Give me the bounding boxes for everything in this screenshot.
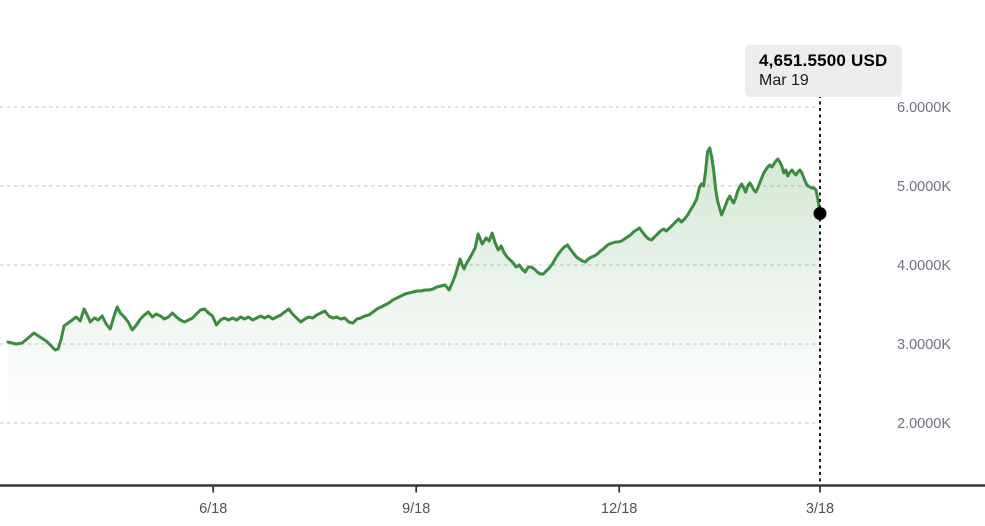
x-axis-label: 6/18 [199,501,227,517]
y-axis-label: 2.0000K [897,416,951,432]
price-line [6,146,822,352]
y-axis-label: 5.0000K [897,179,951,195]
y-axis-label: 6.0000K [897,100,951,116]
x-axis-labels: 6/18 9/18 12/18 3/18 [199,501,834,517]
y-axis-label: 3.0000K [897,337,951,353]
x-axis-label: 12/18 [601,501,637,517]
tooltip: 4,651.5500 USD Mar 19 [745,45,902,98]
y-axis-label: 4.0000K [897,258,951,274]
last-price-marker [813,207,827,220]
price-area-fill [8,148,820,486]
x-axis-label: 3/18 [806,501,834,517]
x-axis-ticks [212,485,821,493]
tooltip-price: 4,651.5500 USD [759,51,888,70]
x-axis-label: 9/18 [402,501,430,517]
y-axis-labels: 6.0000K 5.0000K 4.0000K 3.0000K 2.0000K [897,100,951,432]
tooltip-date: Mar 19 [759,72,809,90]
